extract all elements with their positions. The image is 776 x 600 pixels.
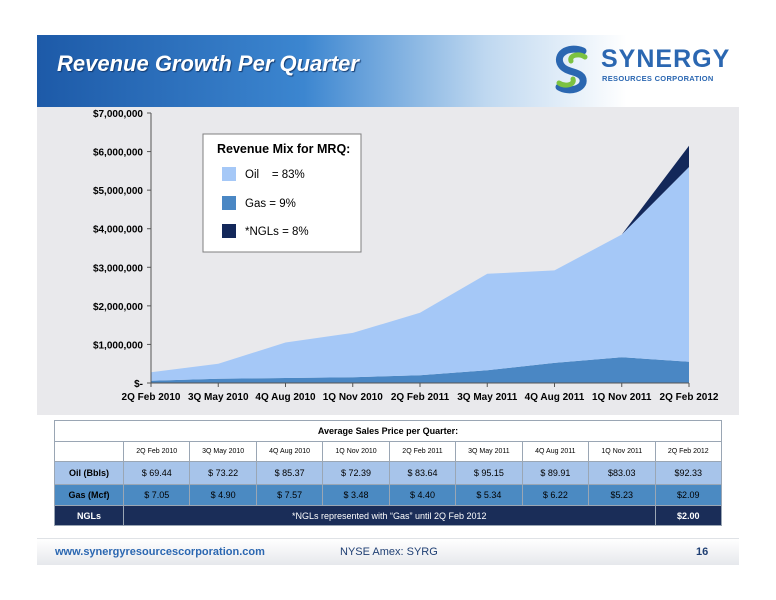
table-cell: $ 7.57 xyxy=(255,484,324,506)
legend-swatch-gas xyxy=(222,196,236,210)
table-cell: $ 73.22 xyxy=(189,461,257,485)
slide-title: Revenue Growth Per Quarter xyxy=(57,51,359,76)
table-cell: $ 69.44 xyxy=(122,461,191,485)
table-cell: $ 6.22 xyxy=(521,484,590,506)
revenue-chart: $- $1,000,000 $2,000,000 $3,000,000 $4,000,0… xyxy=(37,107,739,415)
y-tick-label: $2,000,000 xyxy=(93,302,143,313)
chart-legend: Revenue Mix for MRQ: Oil = 83% Gas = 9% … xyxy=(202,133,362,253)
table-cell: $ 72.39 xyxy=(322,461,390,485)
legend-entry-gas: Gas = 9% xyxy=(245,198,296,210)
y-tick-label: $7,000,000 xyxy=(93,109,143,120)
table-header-cell: 3Q May 2011 xyxy=(455,441,523,462)
legend-title: Revenue Mix for MRQ: xyxy=(217,142,350,156)
table-cell: $92.33 xyxy=(654,461,722,485)
table-cell: $ 3.48 xyxy=(322,484,390,506)
table-cell: $ 89.91 xyxy=(521,461,590,485)
legend-entry-oil: Oil = 83% xyxy=(245,169,305,181)
table-cell: $ 4.90 xyxy=(189,484,257,506)
y-tick-label: $6,000,000 xyxy=(93,148,143,159)
x-tick-label: 2Q Feb 2011 xyxy=(391,392,450,403)
table-cell: $ 95.15 xyxy=(455,461,523,485)
synergy-swirl-icon xyxy=(555,45,588,94)
x-tick-label: 2Q Feb 2010 xyxy=(122,392,181,403)
table-header-cell: 2Q Feb 2011 xyxy=(388,441,457,462)
table-cell: $ 85.37 xyxy=(255,461,324,485)
slide-header: Revenue Growth Per Quarter SYNERGY RESOU… xyxy=(37,35,739,107)
table-cell: $2.09 xyxy=(654,484,722,506)
x-tick-label: 1Q Nov 2011 xyxy=(592,392,652,403)
legend-swatch-ngl xyxy=(222,224,236,238)
footer-url[interactable]: www.synergyresourcescorporation.com xyxy=(55,546,265,558)
y-tick-label: $1,000,000 xyxy=(93,340,143,351)
footer-ticker: NYSE Amex: SYRG xyxy=(340,546,438,558)
footer-bar xyxy=(37,538,739,565)
table-cell: $5.23 xyxy=(588,484,656,506)
company-name: SYNERGY xyxy=(601,45,731,73)
row-label-gas: Gas (Mcf) xyxy=(54,484,124,506)
table-row-gas: Gas (Mcf) $ 7.05 $ 4.90 $ 7.57 $ 3.48 $ 4.40… xyxy=(54,484,722,506)
page-number: 16 xyxy=(696,546,709,558)
x-tick-label: 3Q May 2011 xyxy=(457,392,517,403)
table-header-corner xyxy=(54,441,124,462)
y-tick-label: $4,000,000 xyxy=(93,225,143,236)
table-header-row: 2Q Feb 2010 3Q May 2010 4Q Aug 2010 1Q Nov … xyxy=(54,441,722,462)
table-row-ngl: NGLs *NGLs represented with “Gas” until … xyxy=(54,505,722,526)
ngl-note: *NGLs represented with “Gas” until 2Q Fe… xyxy=(123,505,656,526)
x-tick-label: 3Q May 2010 xyxy=(188,392,249,403)
table-header-cell: 1Q Nov 2011 xyxy=(588,441,656,462)
table-header-cell: 4Q Aug 2011 xyxy=(521,441,590,462)
table-header-cell: 2Q Feb 2012 xyxy=(654,441,722,462)
price-table: Average Sales Price per Quarter: 2Q Feb … xyxy=(54,420,722,526)
y-tick-label: $3,000,000 xyxy=(93,263,143,274)
y-tick-label: $- xyxy=(134,379,143,390)
legend-swatch-oil xyxy=(222,167,236,181)
y-tick-label: $5,000,000 xyxy=(93,186,143,197)
table-header-cell: 3Q May 2010 xyxy=(189,441,257,462)
table-header-cell: 4Q Aug 2010 xyxy=(255,441,324,462)
row-label-ngl: NGLs xyxy=(54,505,124,526)
table-cell: $ 83.64 xyxy=(388,461,457,485)
table-header-cell: 2Q Feb 2010 xyxy=(122,441,191,462)
legend-entry-ngl: *NGLs = 8% xyxy=(245,226,309,238)
ngl-price: $2.00 xyxy=(654,505,722,526)
table-cell: $83.03 xyxy=(588,461,656,485)
table-row-oil: Oil (Bbls) $ 69.44 $ 73.22 $ 85.37 $ 72.39 $… xyxy=(54,461,722,485)
table-cell: $ 7.05 xyxy=(122,484,191,506)
x-tick-label: 4Q Aug 2011 xyxy=(525,392,585,403)
x-tick-label: 1Q Nov 2010 xyxy=(323,392,383,403)
table-cell: $ 4.40 xyxy=(388,484,457,506)
area-series-gas xyxy=(151,357,689,383)
area-series-oil xyxy=(151,167,689,381)
table-caption: Average Sales Price per Quarter: xyxy=(54,420,722,442)
row-label-oil: Oil (Bbls) xyxy=(54,461,124,485)
revenue-chart-svg: $- $1,000,000 $2,000,000 $3,000,000 $4,000,0… xyxy=(93,109,719,403)
table-cell: $ 5.34 xyxy=(455,484,523,506)
company-logo: SYNERGY RESOURCES CORPORATION xyxy=(549,41,739,103)
company-subtitle: RESOURCES CORPORATION xyxy=(602,74,714,83)
table-header-cell: 1Q Nov 2010 xyxy=(322,441,390,462)
x-tick-label: 4Q Aug 2010 xyxy=(255,392,316,403)
x-tick-label: 2Q Feb 2012 xyxy=(660,392,719,403)
